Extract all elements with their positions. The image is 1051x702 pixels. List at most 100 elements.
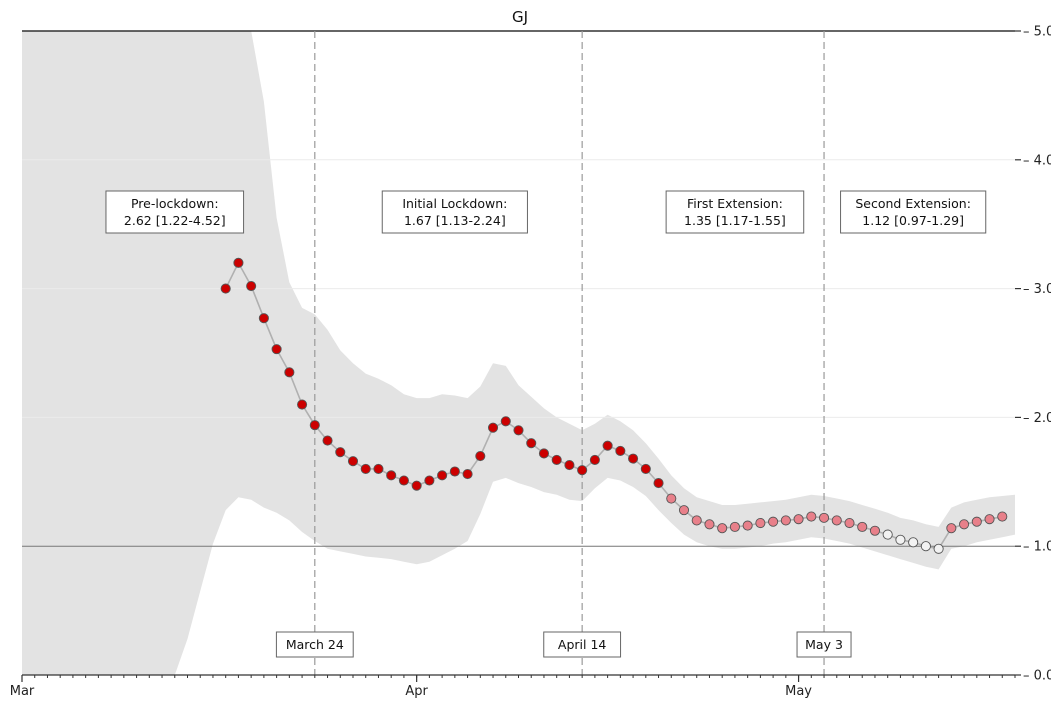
phase-box-2: First Extension: 1.35 [1.17-1.55]: [665, 190, 805, 234]
data-point-38: [704, 519, 715, 530]
event-label-frame-2: [796, 631, 852, 658]
axis-layer: Mar Apr May – 0.0 – 1.0 – 2.0 – 3.0 – 4.0 – 5.0: [10, 25, 1051, 700]
data-point-47: [818, 512, 830, 523]
data-point-44: [780, 515, 791, 526]
data-point-46: [806, 511, 817, 522]
data-point-57: [946, 523, 957, 534]
data-point-48: [831, 515, 842, 526]
data-point-6: [297, 399, 308, 410]
data-point-11: [360, 463, 371, 474]
phase-value-3: 1.12 [0.97-1.29]: [862, 213, 964, 228]
annotation-layer: March 24 April 14 May 3 Pre-lockdown: 2.62 […: [105, 190, 987, 658]
data-point-55: [920, 541, 931, 552]
data-point-59: [971, 516, 982, 527]
phase-label-2: First Extension:: [687, 196, 783, 211]
event-label-0: March 24: [286, 637, 344, 652]
data-point-33: [640, 463, 651, 474]
phase-box-0: Pre-lockdown: 2.62 [1.22-4.52]: [105, 190, 245, 234]
data-point-32: [628, 453, 639, 464]
data-point-58: [959, 519, 970, 530]
phase-value-1: 1.67 [1.13-2.24]: [404, 213, 506, 228]
data-point-14: [398, 475, 409, 486]
event-label-2: May 3: [805, 637, 843, 652]
event-label-box-2: May 3: [796, 631, 852, 658]
event-label-box-0: March 24: [275, 631, 354, 658]
y-tick-label-1: – 1.0: [1023, 540, 1051, 555]
data-point-5: [284, 367, 295, 378]
data-point-17: [437, 470, 448, 481]
data-point-43: [768, 516, 779, 527]
data-point-52: [882, 529, 893, 540]
event-label-box-1: April 14: [543, 631, 622, 658]
data-point-56: [933, 543, 944, 554]
data-point-23: [513, 425, 524, 436]
x-tick-label-1: Apr: [405, 684, 428, 699]
data-point-28: [577, 465, 588, 476]
data-point-53: [895, 534, 906, 545]
data-point-19: [462, 469, 473, 480]
data-point-25: [538, 448, 550, 459]
event-label-1: April 14: [558, 637, 606, 652]
data-point-12: [373, 463, 384, 474]
data-point-4: [271, 344, 282, 355]
data-point-51: [869, 525, 881, 536]
data-point-3: [258, 313, 269, 324]
data-point-34: [653, 478, 664, 489]
phase-value-2: 1.35 [1.17-1.55]: [684, 213, 786, 228]
data-point-39: [717, 523, 728, 534]
chart-title: GJ: [512, 8, 528, 26]
data-point-49: [844, 517, 855, 529]
data-point-36: [678, 505, 690, 516]
data-point-16: [424, 475, 435, 486]
data-point-31: [615, 445, 626, 456]
data-point-27: [564, 460, 575, 471]
confidence-band-layer: [22, 31, 1015, 675]
data-point-9: [335, 447, 346, 458]
series-layer: [220, 257, 1008, 554]
data-point-54: [908, 537, 919, 548]
x-tick-label-0: Mar: [10, 684, 35, 699]
y-tick-label-3: – 3.0: [1023, 282, 1051, 297]
y-tick-label-5: – 5.0: [1023, 25, 1051, 40]
data-point-35: [666, 493, 677, 504]
data-point-41: [742, 520, 753, 531]
event-label-frame-0: [275, 631, 354, 658]
data-point-30: [602, 440, 613, 451]
data-point-21: [487, 422, 499, 433]
data-point-61: [997, 511, 1008, 522]
data-point-40: [729, 521, 740, 532]
data-point-8: [322, 435, 333, 446]
phase-frame-1: [381, 190, 528, 234]
data-point-0: [220, 283, 231, 294]
data-point-24: [526, 438, 537, 449]
event-label-frame-1: [543, 631, 622, 658]
y-tick-label-2: – 2.0: [1023, 411, 1051, 426]
phase-value-0: 2.62 [1.22-4.52]: [124, 213, 226, 228]
phase-frame-3: [840, 190, 987, 234]
data-point-1: [233, 257, 244, 268]
phase-box-1: Initial Lockdown: 1.67 [1.13-2.24]: [381, 190, 528, 234]
phase-box-3: Second Extension: 1.12 [0.97-1.29]: [840, 190, 987, 234]
data-point-10: [347, 456, 359, 467]
phase-frame-2: [665, 190, 805, 234]
data-point-7: [309, 420, 320, 431]
phase-label-0: Pre-lockdown:: [131, 196, 219, 211]
data-point-20: [475, 450, 486, 462]
data-point-18: [449, 466, 460, 477]
data-point-13: [386, 470, 397, 481]
data-point-42: [755, 517, 766, 529]
data-point-50: [857, 521, 868, 532]
phase-label-3: Second Extension:: [855, 196, 971, 211]
event-lines-layer: [314, 31, 825, 675]
data-point-15: [411, 480, 422, 491]
data-point-22: [500, 416, 511, 427]
data-point-2: [246, 280, 257, 292]
phase-frame-0: [105, 190, 245, 234]
x-tick-label-2: May: [785, 684, 812, 699]
data-point-60: [984, 514, 995, 525]
data-point-37: [691, 515, 702, 526]
data-point-45: [793, 514, 804, 525]
data-point-26: [551, 454, 562, 465]
phase-label-1: Initial Lockdown:: [402, 196, 507, 211]
